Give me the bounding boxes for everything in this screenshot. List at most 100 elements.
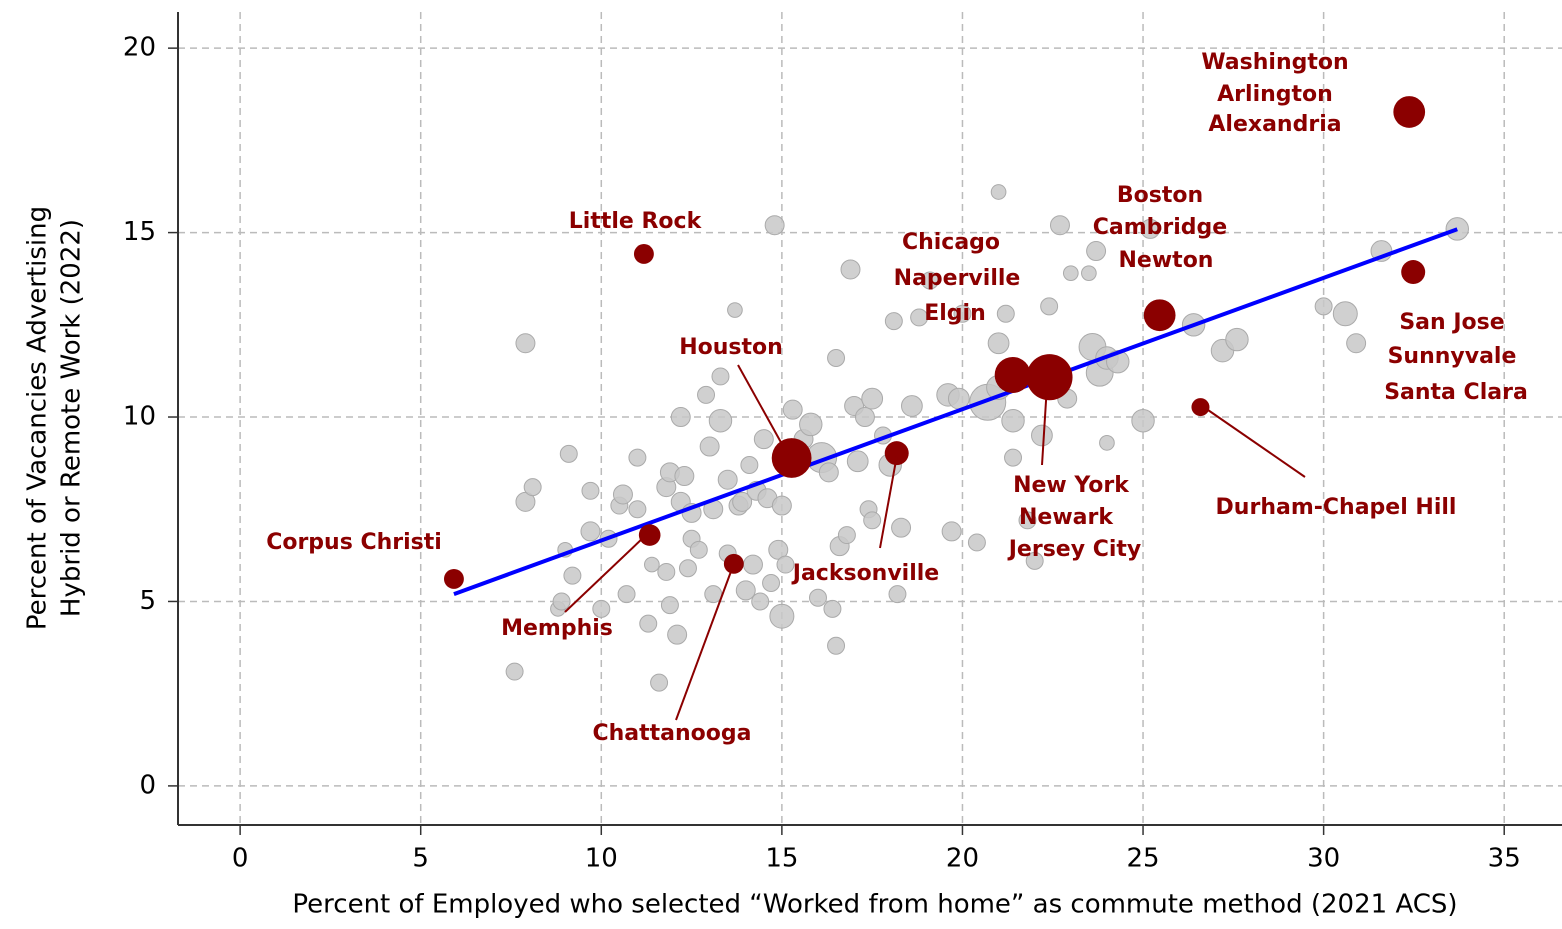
point-label: Jersey City	[1007, 537, 1142, 562]
point	[1081, 265, 1097, 282]
point	[699, 436, 720, 457]
leader-line	[737, 364, 789, 456]
point	[967, 533, 986, 552]
point	[1004, 448, 1023, 467]
point	[644, 556, 660, 573]
point	[751, 592, 770, 611]
point	[769, 603, 795, 629]
point-label: Newton	[1119, 248, 1214, 273]
point-label: San Jose	[1399, 310, 1504, 335]
point	[827, 636, 846, 655]
point-label: Houston	[679, 335, 783, 360]
point-label: Naperville	[894, 266, 1021, 291]
point	[861, 387, 884, 410]
point-label: Jacksonville	[791, 561, 939, 586]
point-label: Boston	[1117, 183, 1203, 208]
point	[704, 585, 723, 604]
point	[735, 580, 756, 601]
point	[1049, 215, 1070, 236]
point-label: Santa Clara	[1384, 380, 1528, 405]
point-label: New York	[1013, 473, 1130, 498]
point	[617, 585, 636, 604]
highlight-point	[443, 569, 464, 589]
point	[764, 215, 785, 236]
point	[711, 367, 730, 386]
point	[1314, 297, 1333, 316]
point	[840, 259, 861, 280]
point	[827, 349, 846, 367]
highlight-point	[771, 438, 812, 478]
highlight-point	[1143, 299, 1176, 332]
point	[1040, 297, 1059, 316]
point	[920, 271, 939, 290]
x-axis-label: Percent of Employed who selected “Worked…	[292, 890, 1457, 920]
point-label: Corpus Christi	[266, 530, 442, 555]
point	[1025, 551, 1044, 570]
point	[1062, 265, 1079, 282]
point	[753, 429, 774, 450]
point	[552, 592, 571, 611]
point	[818, 462, 839, 483]
point	[762, 574, 781, 593]
point	[1001, 408, 1025, 433]
point	[592, 599, 611, 618]
point	[612, 484, 633, 505]
x-tick-label: 10	[585, 844, 618, 874]
point	[888, 585, 907, 604]
point	[782, 399, 803, 420]
point	[953, 304, 972, 323]
point-label: Durham-Chapel Hill	[1216, 495, 1457, 520]
point	[823, 599, 842, 618]
point	[523, 478, 542, 497]
point-label: Arlington	[1217, 82, 1333, 107]
point	[697, 385, 716, 404]
point-label: Cambridge	[1093, 215, 1227, 240]
y-tick-label: 10	[123, 402, 156, 432]
x-tick-label: 30	[1307, 844, 1340, 874]
point-label: Chattanooga	[592, 721, 751, 746]
point-label: Elgin	[924, 301, 986, 326]
point	[505, 662, 524, 681]
point-label: Alexandria	[1208, 112, 1341, 137]
point	[678, 559, 697, 578]
point	[657, 562, 676, 581]
point	[799, 412, 823, 437]
point-label: Chicago	[902, 230, 1000, 255]
point	[732, 491, 753, 512]
y-axis-label: Hybrid or Remote Work (2022)	[57, 219, 87, 617]
point	[650, 673, 669, 692]
point	[1225, 327, 1249, 352]
point	[891, 517, 912, 538]
x-tick-label: 35	[1488, 844, 1521, 874]
x-tick-label: 20	[946, 844, 979, 874]
highlight-point	[723, 553, 744, 574]
point	[674, 466, 695, 487]
point-label: Washington	[1201, 50, 1348, 75]
y-tick-label: 15	[123, 217, 156, 247]
x-tick-label: 25	[1126, 844, 1159, 874]
point	[580, 521, 601, 542]
y-axis-label: Percent of Vacancies Advertising	[23, 206, 53, 630]
highlight-point	[1401, 260, 1426, 285]
point	[771, 495, 792, 516]
point	[667, 624, 688, 645]
point	[1332, 301, 1358, 327]
leader-line	[675, 565, 734, 721]
point	[708, 408, 733, 433]
point	[1018, 511, 1037, 530]
point	[1445, 217, 1469, 241]
highlight-point	[1191, 398, 1210, 417]
point	[809, 588, 827, 607]
leader-line	[1207, 409, 1306, 478]
point	[515, 333, 536, 354]
y-tick-label: 5	[139, 586, 156, 616]
point	[837, 526, 856, 545]
highlight-point	[994, 356, 1031, 393]
point	[660, 596, 679, 615]
x-tick-label: 15	[765, 844, 798, 874]
point	[740, 455, 759, 474]
point	[854, 407, 875, 428]
highlight-point	[1026, 354, 1073, 401]
point	[559, 444, 578, 463]
